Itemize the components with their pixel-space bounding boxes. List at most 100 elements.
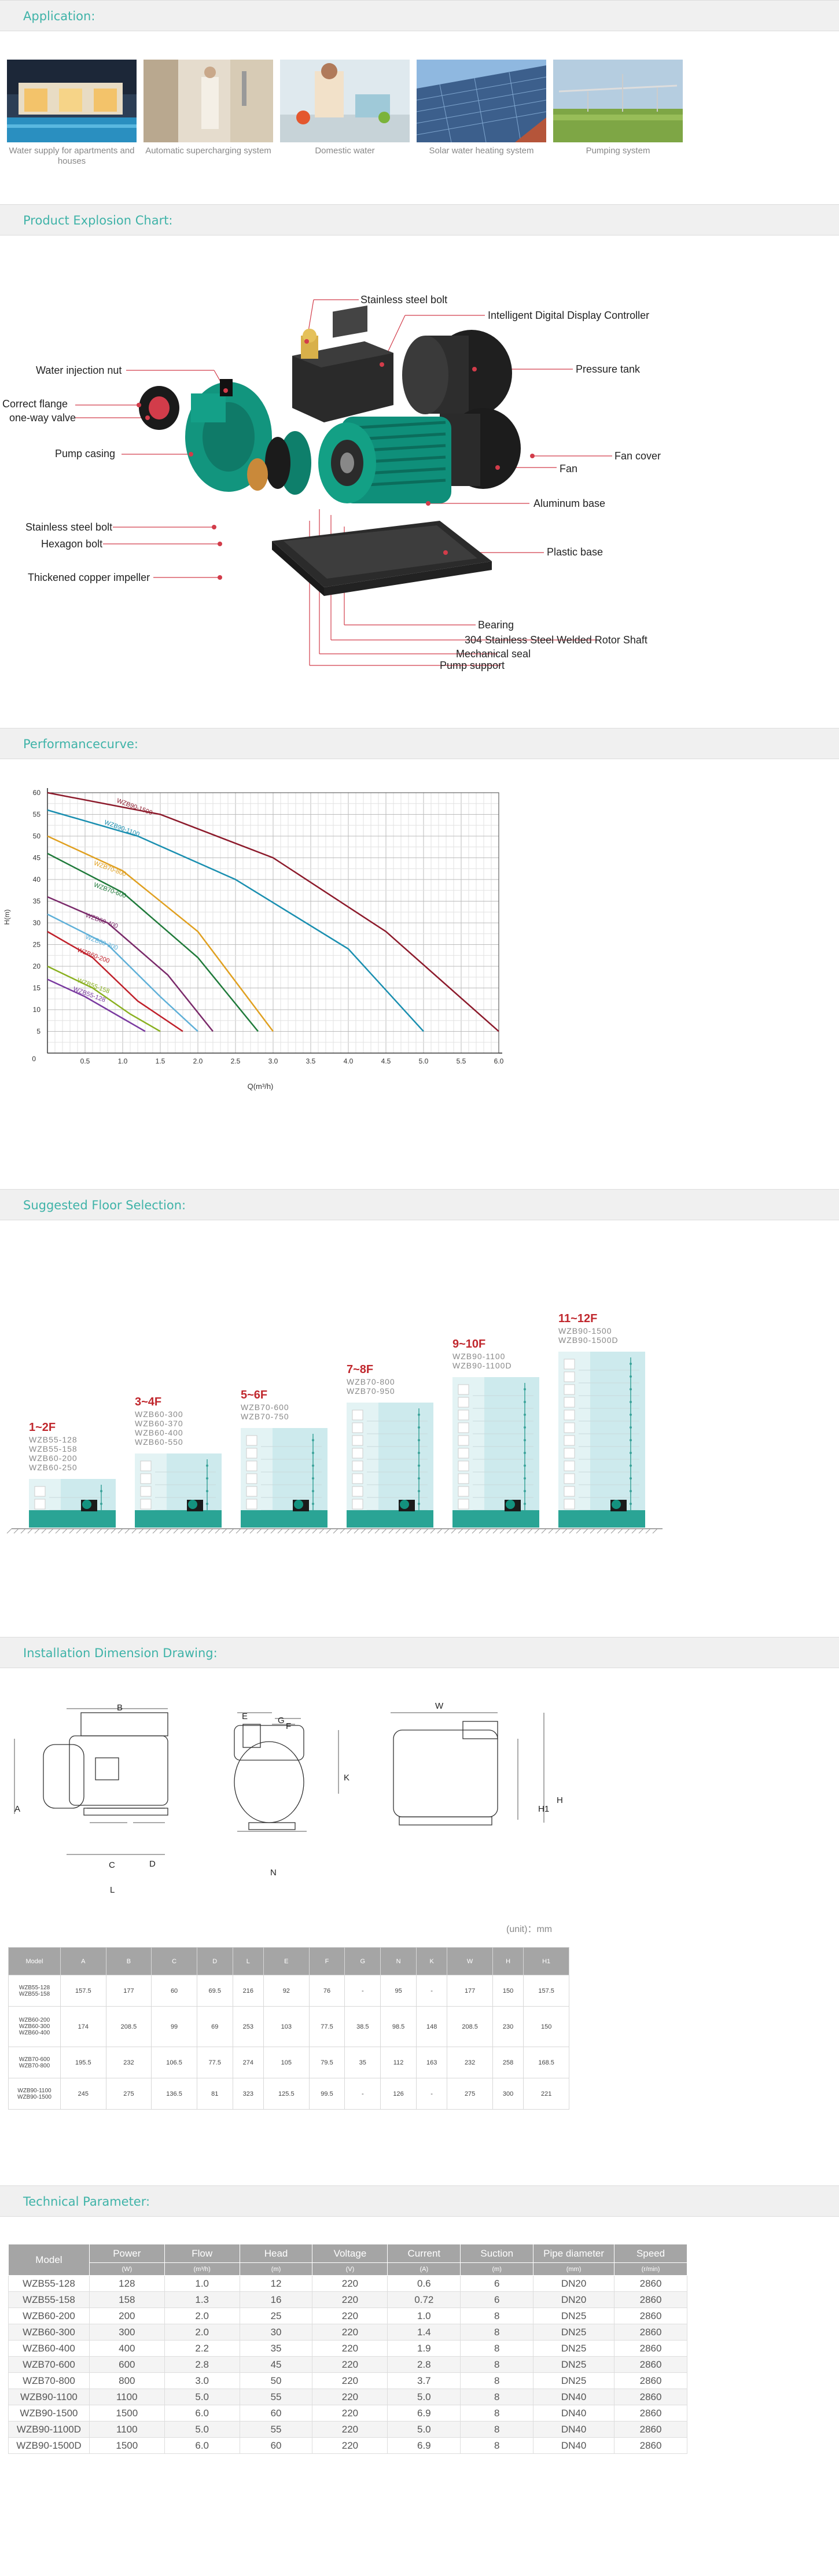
floor-building [558, 1352, 645, 1528]
table-cell: 8 [460, 2389, 534, 2405]
column-header: H1 [523, 1947, 569, 1975]
table-row: WZB70-600 WZB70-800 195.5 232 106.5 77.5 274 10… [8, 2047, 569, 2078]
section-application: Application: [0, 0, 839, 31]
table-cell: 1.0 [164, 2275, 240, 2292]
unit-header: (m³/h) [164, 2262, 240, 2276]
x-tick-label: 0.5 [80, 1057, 90, 1065]
label-stainless-bolt-top: Stainless steel bolt [360, 294, 448, 306]
floor-selection-diagram [6, 1352, 663, 1534]
curve-label: WZB60-400 [84, 912, 119, 930]
table-cell: 79.5 [308, 2047, 345, 2078]
table-cell: 275 [447, 2078, 493, 2110]
column-header: F [308, 1947, 345, 1975]
column-header: K [415, 1947, 448, 1975]
column-header: Current [387, 2244, 461, 2263]
application-item: Pumping system [553, 60, 683, 156]
table-cell: 800 [89, 2372, 165, 2389]
table-cell: 208.5 [447, 2006, 493, 2047]
application-item: Water supply for apartments and houses [7, 60, 137, 167]
curve-label: WZB60-300 [84, 933, 119, 951]
table-cell: 106.5 [151, 2047, 197, 2078]
x-tick-label: 1.0 [118, 1057, 128, 1065]
table-cell: WZB60-400 [8, 2340, 90, 2357]
table-cell: 8 [460, 2437, 534, 2454]
table-cell: 2.2 [164, 2340, 240, 2357]
table-cell: 232 [447, 2047, 493, 2078]
table-cell: 174 [60, 2006, 106, 2047]
dim-letter-f: F [286, 1721, 292, 1731]
table-row: WZB90-1500D 1500 6.0 60 220 6.9 8 DN40 2860 [8, 2437, 687, 2454]
dimension-drawings [14, 1708, 544, 1855]
floor-model-list: WZB70-800 WZB70-950 [347, 1377, 395, 1396]
curve-wzb70-600 [47, 852, 259, 1032]
table-cell: 60 [151, 1975, 197, 2007]
label-impeller: Thickened copper impeller [28, 572, 150, 583]
table-row: WZB90-1100 WZB90-1500 245 275 136.5 81 323 125.… [8, 2078, 569, 2110]
table-cell: 300 [89, 2324, 165, 2341]
column-header: Voltage [312, 2244, 388, 2263]
column-header: Flow [164, 2244, 240, 2263]
column-header: Model [8, 2244, 90, 2276]
dim-letter-h1: H1 [538, 1804, 550, 1814]
table-cell: 98.5 [380, 2006, 417, 2047]
column-header: L [232, 1947, 264, 1975]
table-cell: DN25 [533, 2372, 615, 2389]
table-cell: 35 [239, 2340, 313, 2357]
y-tick-label: 55 [33, 811, 41, 819]
table-cell: 2860 [614, 2421, 687, 2438]
label-one-way-valve: one-way valve [9, 412, 76, 424]
label-fan-cover: Fan cover [614, 450, 661, 462]
app-caption: Automatic supercharging system [145, 146, 271, 156]
table-cell: 2860 [614, 2389, 687, 2405]
x-tick-label: 2.0 [193, 1057, 203, 1065]
table-cell: 5.0 [164, 2421, 240, 2438]
table-cell: WZB55-158 [8, 2291, 90, 2308]
table-cell: - [415, 2078, 448, 2110]
label-controller: Intelligent Digital Display Controller [488, 310, 650, 321]
table-cell: 99.5 [308, 2078, 345, 2110]
floor-model: WZB70-800 [347, 1377, 395, 1386]
table-cell: 60 [239, 2405, 313, 2422]
curve-wzb60-300 [47, 913, 198, 1032]
table-row: WZB90-1100D 1100 5.0 55 220 5.0 8 DN40 2860 [8, 2421, 687, 2438]
table-cell: 1100 [89, 2421, 165, 2438]
column-header: D [196, 1947, 233, 1975]
floor-model-list: WZB70-600 WZB70-750 [241, 1403, 289, 1421]
dim-letter-e: E [242, 1712, 248, 1721]
table-cell: 105 [263, 2047, 310, 2078]
model-cell: WZB60-200 WZB60-300 WZB60-400 [8, 2006, 61, 2047]
dim-letter-d: D [149, 1859, 156, 1869]
label-mech-seal: Mechanical seal [456, 648, 531, 660]
table-cell: 5.0 [164, 2389, 240, 2405]
bathroom-image [143, 60, 273, 142]
table-cell: DN25 [533, 2340, 615, 2357]
table-cell: 99 [151, 2006, 197, 2047]
y-tick-label: 35 [33, 897, 41, 906]
table-cell: 2860 [614, 2372, 687, 2389]
table-cell: 6 [460, 2291, 534, 2308]
app-caption: Solar water heating system [429, 146, 534, 156]
floor-model-list: WZB60-300 WZB60-370 WZB60-400 WZB60-550 [135, 1410, 183, 1447]
table-cell: 136.5 [151, 2078, 197, 2110]
table-cell: 2.0 [164, 2308, 240, 2324]
x-tick-label: 4.5 [381, 1057, 391, 1065]
column-header: A [60, 1947, 106, 1975]
kitchen-image [280, 60, 410, 142]
table-cell: 95 [380, 1975, 417, 2007]
table-cell: - [344, 2078, 381, 2110]
table-cell: 2860 [614, 2324, 687, 2341]
table-cell: 195.5 [60, 2047, 106, 2078]
unit-header: (A) [387, 2262, 461, 2276]
table-cell: 258 [492, 2047, 524, 2078]
x-tick-label: 6.0 [494, 1057, 504, 1065]
app-caption: Domestic water [315, 146, 375, 156]
app-caption: Pumping system [586, 146, 650, 156]
y-tick-label: 40 [33, 875, 41, 884]
column-header: C [151, 1947, 197, 1975]
label-plastic-base: Plastic base [547, 546, 604, 558]
table-cell: 177 [105, 1975, 152, 2007]
curve-wzb60-400 [47, 896, 214, 1032]
table-cell: 1500 [89, 2437, 165, 2454]
table-cell: 128 [89, 2275, 165, 2292]
table-cell: 1.9 [387, 2340, 461, 2357]
